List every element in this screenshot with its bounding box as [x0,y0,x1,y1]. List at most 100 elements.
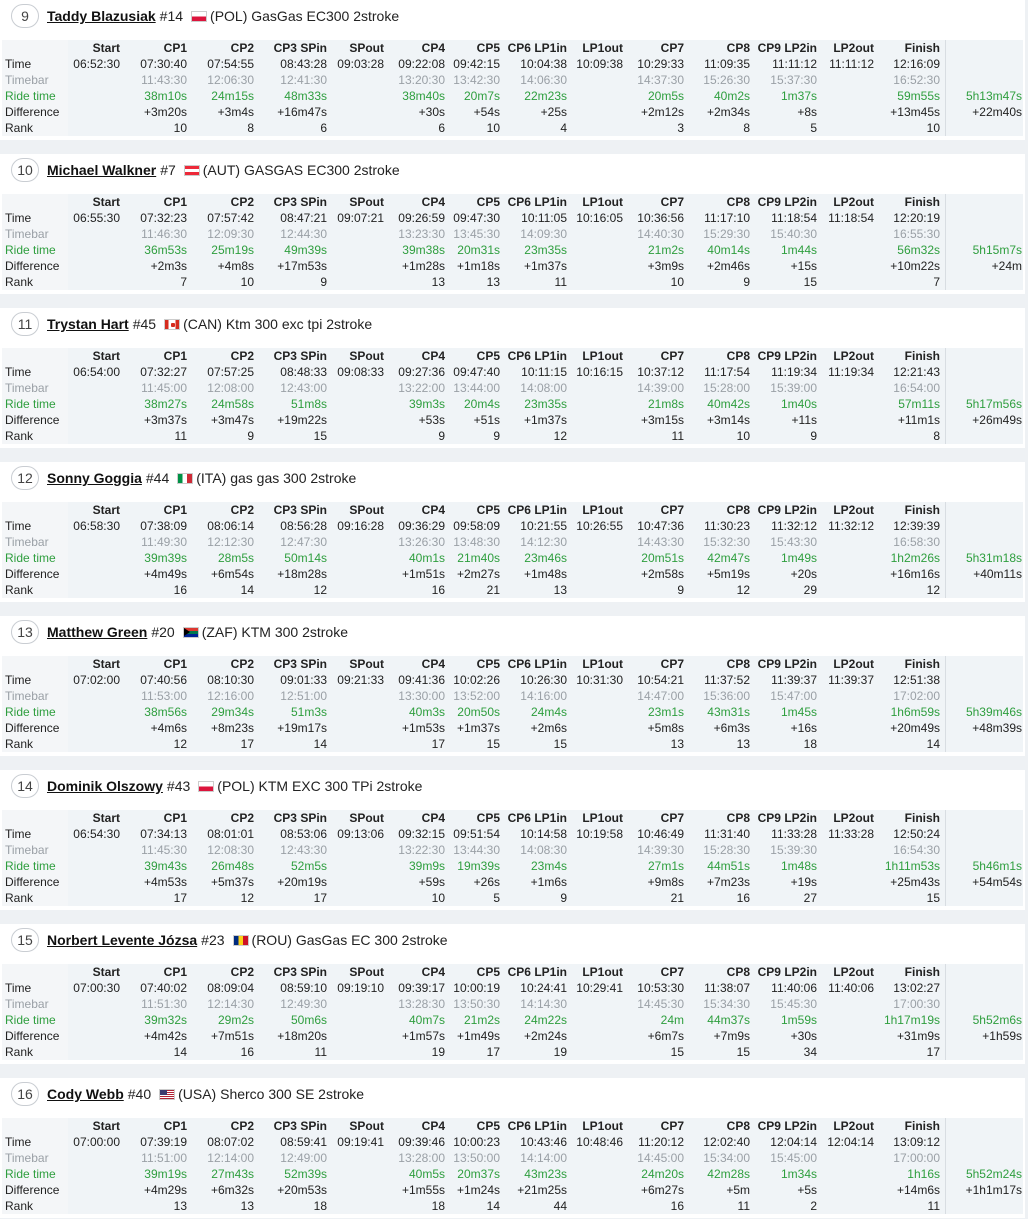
ride-cell: 52m39s [284,1167,327,1181]
column-header: CP1 [163,811,187,825]
row-label-column [2,810,68,906]
time-cell: 09:07:21 [337,211,384,225]
column-header: CP7 [660,657,684,671]
column-header: Finish [904,965,940,979]
rider-info: Taddy Blazusiak #14 (POL) GasGas EC300 2st… [47,8,399,24]
column-header: SPout [349,349,384,363]
column-header: CP2 [230,1119,254,1133]
diff-cell: +18m20s [277,1029,327,1043]
rider-number: #43 [166,778,191,794]
timebar-row: Timebar 11:51:30 12:14:30 12:49:30 13:28:30 1… [2,996,1023,1012]
timebar-cell: 14:37:30 [637,73,684,87]
time-row: Time 06:55:30 07:32:23 07:57:42 08:47:21 09:0… [2,210,1023,226]
time-cell: 08:10:30 [207,673,254,687]
ride-cell: 29m34s [211,705,254,719]
rider-name-link[interactable]: Sonny Goggia [47,470,142,486]
diff-cell: +6m54s [210,567,254,581]
ride-cell: 26m48s [211,859,254,873]
diff-cell: +4m29s [143,1183,187,1197]
ride-cell: 43m23s [524,1167,567,1181]
diff-cell: +1m37s [523,413,567,427]
time-cell: 09:47:40 [453,365,500,379]
rider-name-link[interactable]: Matthew Green [47,624,148,640]
time-cell: 13:09:12 [893,1135,940,1149]
timebar-cell: 13:42:30 [453,73,500,87]
diff-row: Difference +3m37s +3m47s +19m22s +53s +51s +1m… [2,412,1023,428]
time-cell: 07:30:40 [140,57,187,71]
rider-info: Matthew Green #20 (ZAF) KTM 300 2stroke [47,624,348,640]
diff-cell: +2m58s [640,567,684,581]
rider-country-bike: (POL) KTM EXC 300 TPi 2stroke [217,778,423,794]
rank-cell: 9 [320,275,327,289]
column-header: CP1 [163,657,187,671]
row-label: Time [5,519,32,533]
rank-cell: 10 [670,275,684,289]
rank-row: Rank 7 10 9 13 13 11 10 9 15 7 [2,274,1023,290]
column-header: LP2out [833,195,874,209]
diff-cell: +1m28s [401,259,445,273]
ride-cell: 24m22s [524,1013,567,1027]
rank-cell: 9 [743,275,750,289]
diff-cell: +1m37s [456,721,500,735]
ride-cell: 59m55s [897,89,940,103]
column-header: Finish [904,1119,940,1133]
time-cell: 10:00:19 [453,981,500,995]
time-cell: 09:39:46 [398,1135,445,1149]
diff-cell: +10m22s [890,259,940,273]
ride-cell: 57m11s [898,397,940,411]
time-cell: 08:56:28 [280,519,327,533]
rank-cell: 13 [240,1199,254,1213]
timebar-cell: 12:43:00 [280,381,327,395]
ride-cell: 38m56s [144,705,187,719]
diff-cell: +16m47s [277,105,327,119]
column-header: CP3 SPin [273,349,327,363]
ride-cell: 48m33s [284,89,327,103]
ride-cell: 23m35s [524,243,567,257]
column-header: CP9 LP2in [757,1119,817,1133]
ride-cell: 5h46m1s [972,859,1022,873]
ride-row: Ride time 39m32s 29m2s 50m6s 40m7s 21m2s 24m22… [2,1012,1023,1028]
diff-cell: +4m49s [143,567,187,581]
rider-name-link[interactable]: Norbert Levente Józsa [47,932,198,948]
header-row: Start CP1 CP2 CP3 SPin SPout CP4 CP5 CP6 LP1in L… [2,810,1023,826]
diff-cell: +19m22s [277,413,327,427]
timebar-cell: 13:44:30 [453,843,500,857]
ride-cell: 23m4s [530,859,567,873]
rider-name-link[interactable]: Taddy Blazusiak [47,8,156,24]
timebar-cell: 11:51:00 [141,1151,187,1165]
time-cell: 09:01:33 [280,673,327,687]
time-cell: 10:26:30 [520,673,567,687]
column-header: Finish [904,195,940,209]
rider-name-link[interactable]: Dominik Olszowy [47,778,163,794]
diff-cell: +1m6s [530,875,567,889]
column-header: CP2 [230,811,254,825]
rider-header: 9 Taddy Blazusiak #14 (POL) GasGas EC300 2s… [0,0,1025,34]
time-cell: 11:40:06 [828,981,874,995]
rider-name-link[interactable]: Trystan Hart [47,316,129,332]
time-cell: 09:39:17 [398,981,445,995]
time-cell: 07:02:00 [73,673,120,687]
rider-info: Trystan Hart #45 (CAN) Ktm 300 exc tpi 2st… [47,316,372,332]
diff-cell: +8m23s [210,721,254,735]
diff-cell: +2m12s [640,105,684,119]
column-header: Finish [904,503,940,517]
row-label: Difference [5,413,60,427]
time-cell: 07:34:13 [140,827,187,841]
column-header: CP1 [163,503,187,517]
row-label: Timebar [5,73,49,87]
ride-cell: 23m46s [524,551,567,565]
timebar-cell: 15:47:00 [770,689,817,703]
rider-name-link[interactable]: Cody Webb [47,1086,124,1102]
row-label: Time [5,365,32,379]
ride-cell: 20m37s [457,1167,500,1181]
timebar-row: Timebar 11:51:00 12:14:00 12:49:00 13:28:00 1… [2,1150,1023,1166]
timebar-cell: 12:47:30 [280,535,327,549]
column-header: CP5 [476,195,500,209]
rider-name-link[interactable]: Michael Walkner [47,162,157,178]
row-label-column [2,40,68,136]
timebar-cell: 16:55:30 [893,227,940,241]
time-cell: 10:04:38 [520,57,567,71]
timebar-row: Timebar 11:45:00 12:08:00 12:43:00 13:22:00 1… [2,380,1023,396]
time-cell: 09:58:09 [453,519,500,533]
